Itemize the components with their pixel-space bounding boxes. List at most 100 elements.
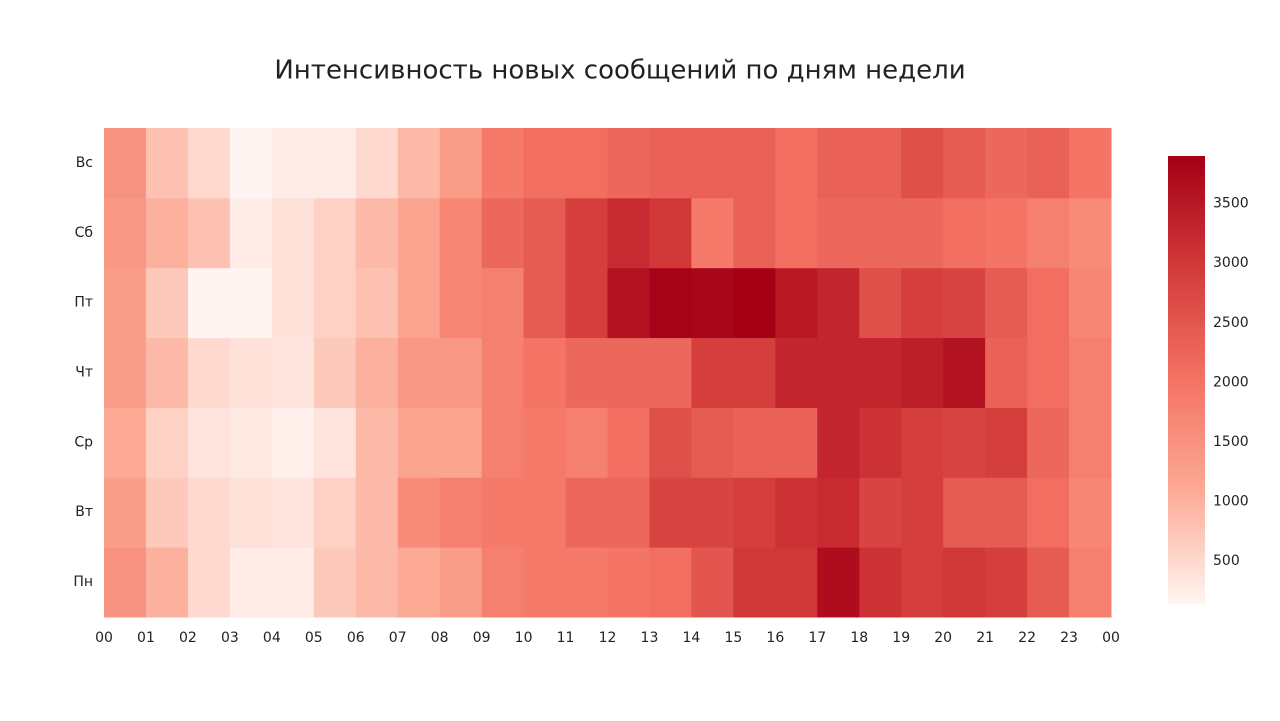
heatmap-cell	[481, 267, 525, 339]
heatmap-cell	[481, 547, 525, 618]
x-tick-label: 23	[1060, 630, 1078, 646]
colorbar-tick-label: 1500	[1213, 434, 1249, 450]
heatmap-cell	[313, 337, 357, 408]
heatmap-cell	[313, 128, 357, 199]
heatmap-cell	[397, 197, 441, 269]
heatmap-cell	[775, 337, 818, 408]
heatmap-cell	[859, 128, 902, 199]
heatmap-cell	[104, 337, 147, 408]
heatmap-cell	[523, 477, 567, 548]
heatmap-cell	[271, 337, 315, 408]
x-tick-label: 15	[724, 630, 742, 646]
heatmap-cell	[313, 407, 357, 478]
y-tick-label: Вт	[75, 504, 93, 520]
heatmap-cell	[733, 547, 776, 618]
heatmap-cell	[817, 267, 860, 339]
heatmap-cell	[733, 197, 776, 269]
heatmap-cell	[649, 547, 692, 618]
heatmap-cell	[565, 267, 608, 339]
heatmap-cell	[1027, 337, 1070, 408]
x-tick-label: 17	[808, 630, 826, 646]
heatmap-cell	[145, 337, 189, 408]
heatmap-cell	[817, 197, 860, 269]
x-tick-label: 12	[599, 630, 617, 646]
heatmap-cell	[104, 547, 147, 618]
heatmap-cell	[775, 547, 818, 618]
heatmap-cell	[187, 477, 231, 548]
x-tick-label: 22	[1018, 630, 1036, 646]
heatmap-cell	[313, 267, 357, 339]
heatmap-cell	[481, 197, 525, 269]
heatmap-cell	[859, 267, 902, 339]
x-tick-label: 05	[305, 630, 323, 646]
heatmap-cell	[481, 128, 525, 199]
heatmap-cell	[355, 477, 399, 548]
heatmap-cell	[229, 477, 273, 548]
heatmap-cell	[481, 407, 525, 478]
heatmap-cell	[439, 547, 483, 618]
heatmap-cell	[943, 547, 986, 618]
heatmap-cell	[481, 477, 525, 548]
heatmap-cell	[145, 197, 189, 269]
heatmap-cell	[313, 547, 357, 618]
heatmap-cell	[607, 547, 650, 618]
heatmap-cell	[733, 128, 776, 199]
heatmap-cell	[1069, 197, 1112, 269]
heatmap-cell	[985, 407, 1028, 478]
x-tick-label: 10	[515, 630, 533, 646]
heatmap-cell	[565, 477, 608, 548]
heatmap-cell	[104, 267, 147, 339]
heatmap-cell	[565, 547, 608, 618]
heatmap-cell	[817, 337, 860, 408]
x-tick-label: 08	[431, 630, 449, 646]
x-tick-label: 07	[389, 630, 407, 646]
heatmap-cell	[859, 547, 902, 618]
heatmap-cell	[523, 197, 567, 269]
x-tick-label: 04	[263, 630, 281, 646]
heatmap-cell	[439, 128, 483, 199]
heatmap-cell	[397, 407, 441, 478]
heatmap-cell	[271, 407, 315, 478]
heatmap-cell	[271, 128, 315, 199]
heatmap-cell	[733, 337, 776, 408]
heatmap-cell	[985, 337, 1028, 408]
heatmap-cell	[1069, 547, 1112, 618]
heatmap-cell	[187, 337, 231, 408]
colorbar-tick-label: 3000	[1213, 255, 1249, 271]
heatmap-cell	[775, 407, 818, 478]
heatmap-cell	[397, 547, 441, 618]
x-tick-label: 11	[557, 630, 575, 646]
heatmap-cell	[691, 407, 734, 478]
heatmap-cell	[691, 197, 734, 269]
heatmap-cell	[1069, 407, 1112, 478]
colorbar	[1168, 156, 1205, 604]
heatmap-cell	[145, 407, 189, 478]
y-tick-label: Сб	[75, 225, 93, 241]
heatmap-cell	[607, 407, 650, 478]
heatmap-cell	[229, 407, 273, 478]
heatmap-cell	[943, 267, 986, 339]
heatmap-cell	[145, 128, 189, 199]
heatmap-cell	[439, 197, 483, 269]
x-tick-label: 16	[766, 630, 784, 646]
heatmap-cell	[775, 128, 818, 199]
heatmap-cell	[817, 547, 860, 618]
heatmap-cell	[817, 477, 860, 548]
heatmap-cell	[397, 267, 441, 339]
heatmap-cell	[943, 128, 986, 199]
heatmap-cell	[229, 547, 273, 618]
heatmap-cell	[271, 197, 315, 269]
x-tick-label: 02	[179, 630, 197, 646]
heatmap-cell	[901, 477, 944, 548]
heatmap-cell	[1027, 407, 1070, 478]
heatmap-cell	[1027, 267, 1070, 339]
heatmap-cell	[397, 128, 441, 199]
heatmap-cell	[1027, 547, 1070, 618]
heatmap-cell	[439, 267, 483, 339]
heatmap-cell	[859, 477, 902, 548]
heatmap-cell	[817, 128, 860, 199]
heatmap-cell	[733, 477, 776, 548]
x-tick-label: 00	[95, 630, 113, 646]
heatmap-cell	[985, 267, 1028, 339]
heatmap-cell	[355, 267, 399, 339]
